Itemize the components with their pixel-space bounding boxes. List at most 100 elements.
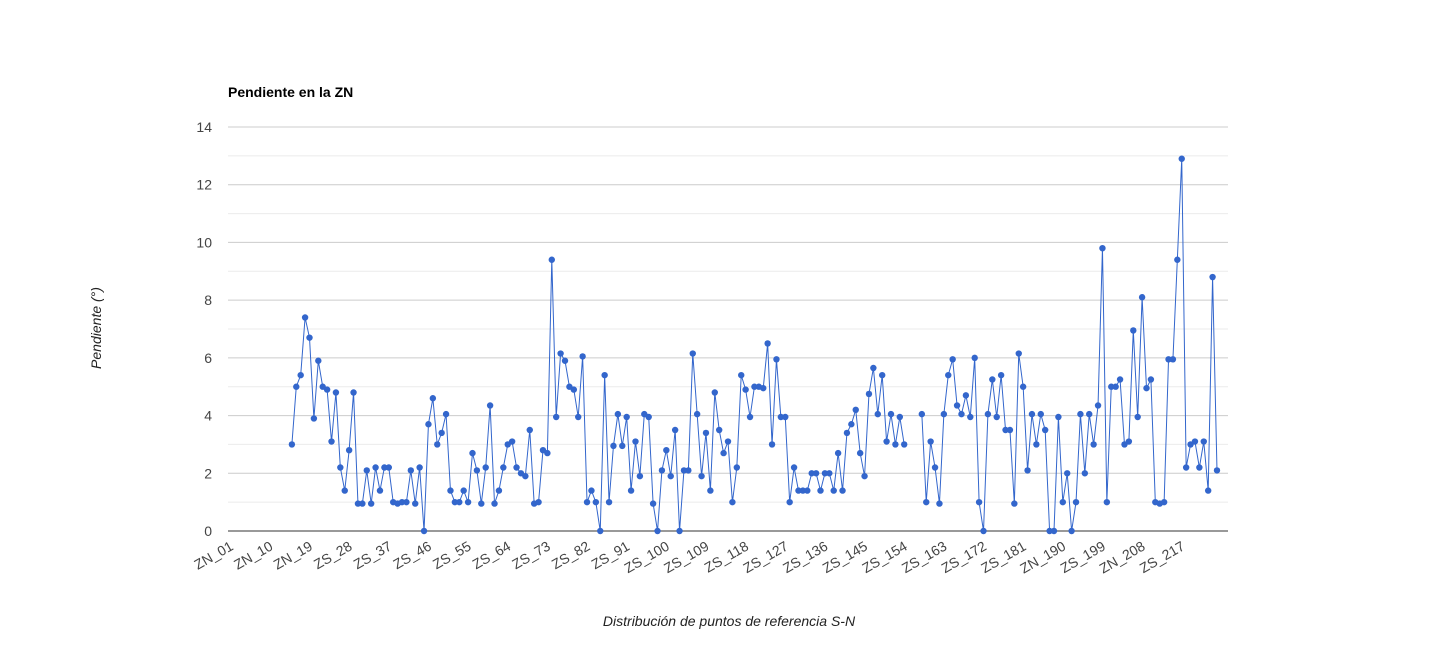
data-point[interactable]	[1165, 356, 1172, 363]
data-point[interactable]	[918, 410, 926, 418]
data-point[interactable]	[724, 438, 732, 445]
data-point[interactable]	[1196, 464, 1203, 471]
data-point[interactable]	[522, 472, 529, 480]
data-point[interactable]	[967, 413, 974, 421]
data-point[interactable]	[826, 470, 833, 477]
data-point[interactable]	[293, 383, 300, 390]
data-point[interactable]	[478, 500, 485, 507]
data-point[interactable]	[878, 371, 886, 379]
data-point[interactable]	[1081, 470, 1089, 477]
data-point[interactable]	[403, 498, 410, 506]
data-point[interactable]	[693, 410, 701, 418]
data-point[interactable]	[297, 371, 304, 379]
data-point[interactable]	[363, 467, 370, 474]
data-point[interactable]	[980, 527, 987, 535]
data-point[interactable]	[328, 438, 335, 445]
data-point[interactable]	[689, 350, 696, 357]
data-point[interactable]	[1099, 245, 1106, 252]
data-point[interactable]	[949, 356, 956, 363]
data-point[interactable]	[685, 467, 692, 474]
data-point[interactable]	[1024, 467, 1031, 474]
data-point[interactable]	[1077, 410, 1084, 418]
data-point[interactable]	[953, 402, 961, 409]
data-point[interactable]	[561, 357, 569, 364]
data-point[interactable]	[923, 498, 930, 506]
data-point[interactable]	[1033, 441, 1040, 448]
data-point[interactable]	[310, 415, 318, 422]
data-point[interactable]	[623, 413, 630, 421]
data-point[interactable]	[372, 464, 379, 471]
data-point[interactable]	[649, 500, 657, 507]
data-point[interactable]	[447, 487, 454, 494]
data-point[interactable]	[592, 498, 600, 506]
data-point[interactable]	[1204, 487, 1212, 494]
data-point[interactable]	[861, 472, 868, 480]
data-point[interactable]	[927, 438, 934, 445]
data-point[interactable]	[385, 464, 392, 471]
data-point[interactable]	[896, 413, 904, 421]
data-point[interactable]	[997, 371, 1005, 379]
data-point[interactable]	[469, 449, 476, 457]
data-point[interactable]	[883, 438, 890, 445]
data-point[interactable]	[508, 438, 516, 445]
data-point[interactable]	[1090, 441, 1097, 448]
data-point[interactable]	[1094, 402, 1102, 409]
data-point[interactable]	[1125, 438, 1133, 445]
data-point[interactable]	[288, 441, 296, 448]
data-point[interactable]	[1130, 327, 1137, 334]
data-point[interactable]	[901, 441, 908, 448]
data-point[interactable]	[1138, 294, 1146, 301]
data-point[interactable]	[848, 421, 855, 428]
data-point[interactable]	[843, 429, 851, 437]
data-point[interactable]	[711, 389, 718, 396]
data-point[interactable]	[429, 395, 437, 402]
data-point[interactable]	[1068, 527, 1075, 535]
data-point[interactable]	[795, 487, 802, 494]
data-point[interactable]	[887, 410, 895, 418]
data-point[interactable]	[1178, 155, 1185, 162]
data-point[interactable]	[1015, 350, 1022, 357]
data-point[interactable]	[958, 410, 965, 418]
data-point[interactable]	[984, 410, 992, 418]
data-point[interactable]	[434, 441, 441, 448]
data-point[interactable]	[579, 353, 586, 360]
data-point[interactable]	[698, 472, 705, 480]
data-point[interactable]	[799, 487, 807, 494]
data-point[interactable]	[993, 413, 1000, 421]
data-point[interactable]	[425, 421, 432, 428]
data-point[interactable]	[676, 527, 683, 535]
data-point[interactable]	[1116, 376, 1124, 383]
data-point[interactable]	[768, 441, 776, 448]
data-point[interactable]	[645, 413, 652, 421]
data-point[interactable]	[438, 429, 445, 437]
data-point[interactable]	[658, 467, 666, 474]
data-point[interactable]	[764, 340, 771, 347]
data-point[interactable]	[1028, 410, 1036, 418]
data-point[interactable]	[1006, 426, 1014, 434]
data-point[interactable]	[892, 441, 899, 448]
data-point[interactable]	[1050, 527, 1058, 535]
data-point[interactable]	[367, 500, 375, 507]
data-point[interactable]	[376, 487, 384, 494]
data-point[interactable]	[601, 371, 608, 379]
data-point[interactable]	[570, 386, 578, 393]
data-point[interactable]	[680, 467, 688, 474]
data-point[interactable]	[491, 500, 498, 507]
data-point[interactable]	[834, 449, 842, 457]
data-point[interactable]	[359, 500, 366, 507]
data-point[interactable]	[751, 383, 758, 390]
data-point[interactable]	[808, 470, 815, 477]
data-point[interactable]	[962, 392, 970, 399]
data-point[interactable]	[989, 376, 996, 383]
data-point[interactable]	[1191, 438, 1199, 445]
data-point[interactable]	[486, 402, 494, 409]
data-point[interactable]	[817, 487, 824, 494]
data-point[interactable]	[544, 449, 551, 457]
data-point[interactable]	[870, 364, 877, 372]
data-point[interactable]	[760, 384, 767, 392]
data-point[interactable]	[407, 467, 415, 474]
data-point[interactable]	[790, 464, 798, 471]
data-point[interactable]	[1072, 498, 1080, 506]
data-point[interactable]	[671, 426, 679, 434]
data-point[interactable]	[337, 464, 344, 471]
